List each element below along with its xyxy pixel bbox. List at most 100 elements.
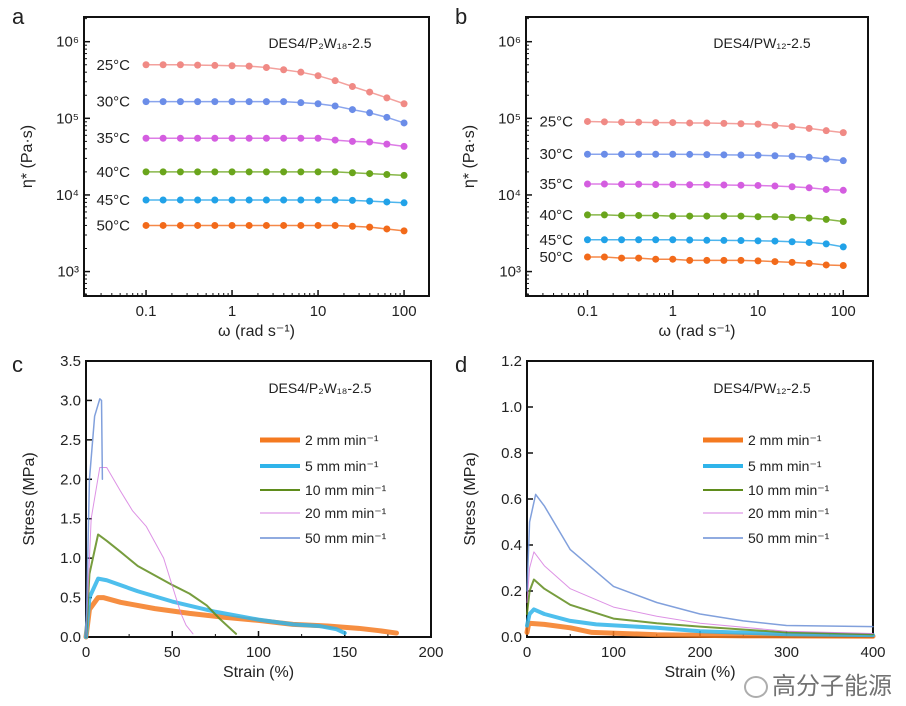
data-point <box>366 223 374 231</box>
series-45-C: 45°C <box>96 192 408 209</box>
data-point <box>618 118 626 126</box>
series-line <box>146 64 405 105</box>
series-line <box>85 533 238 638</box>
y-axis-label: Stress (MPa) <box>21 452 38 545</box>
data-point <box>297 134 305 142</box>
series-line <box>587 183 844 192</box>
x-tick-label: 100 <box>831 303 856 320</box>
legend-label: 5 mm min⁻¹ <box>305 458 379 474</box>
data-point <box>400 227 408 235</box>
data-point <box>754 151 762 159</box>
data-point <box>754 237 762 245</box>
y-tick-label: 0.6 <box>501 491 522 508</box>
data-point <box>400 142 408 150</box>
data-point <box>805 238 813 246</box>
data-point <box>176 221 184 229</box>
watermark: 高分子能源 <box>772 672 892 700</box>
series-line <box>587 153 844 162</box>
legend-label: 20 mm min⁻¹ <box>748 505 830 521</box>
data-point <box>703 181 711 189</box>
data-point <box>348 106 356 114</box>
data-point <box>383 94 391 102</box>
data-point <box>331 136 339 144</box>
data-point <box>805 184 813 192</box>
data-point <box>822 215 830 223</box>
data-point <box>737 120 745 128</box>
panel-letter: c <box>12 352 23 377</box>
data-point <box>245 98 253 106</box>
data-point <box>211 98 219 106</box>
data-point <box>228 98 236 106</box>
data-point <box>383 225 391 233</box>
data-point <box>366 138 374 146</box>
data-point <box>280 98 288 106</box>
data-point <box>703 212 711 220</box>
x-tick-label: 200 <box>687 644 712 661</box>
data-point <box>142 134 150 142</box>
data-point <box>194 196 202 204</box>
y-tick-label: 2.5 <box>60 432 81 449</box>
series-20-mm-min-: 20 mm min⁻¹ <box>85 466 387 638</box>
data-point <box>228 168 236 176</box>
data-point <box>771 237 779 245</box>
data-point <box>159 168 167 176</box>
data-point <box>822 155 830 163</box>
data-point <box>331 102 339 110</box>
legend-label: 5 mm min⁻¹ <box>748 458 822 474</box>
data-point <box>211 168 219 176</box>
data-point <box>669 150 677 158</box>
plot-frame <box>525 16 869 297</box>
data-point <box>669 180 677 188</box>
data-point <box>669 212 677 220</box>
data-point <box>194 98 202 106</box>
x-tick-label: 200 <box>418 644 443 661</box>
data-point <box>686 212 694 220</box>
data-point <box>686 181 694 189</box>
data-point <box>788 213 796 221</box>
data-point <box>703 236 711 244</box>
data-point <box>737 212 745 220</box>
data-point <box>771 213 779 221</box>
data-point <box>635 118 643 126</box>
y-tick-label: 10³ <box>57 264 79 281</box>
data-point <box>720 181 728 189</box>
series-5-mm-min-: 5 mm min⁻¹ <box>84 458 379 639</box>
data-point <box>686 236 694 244</box>
data-point <box>194 168 202 176</box>
data-point <box>822 127 830 135</box>
series-2-mm-min-: 2 mm min⁻¹ <box>524 432 876 639</box>
data-point <box>176 98 184 106</box>
x-axis-label: Strain (%) <box>664 664 735 681</box>
data-point <box>652 119 660 127</box>
data-point <box>211 221 219 229</box>
data-point <box>176 196 184 204</box>
data-point <box>839 186 847 194</box>
data-point <box>635 254 643 262</box>
series-line <box>146 224 405 232</box>
data-point <box>720 256 728 264</box>
data-point <box>142 61 150 69</box>
data-point <box>771 121 779 129</box>
series-2-mm-min-: 2 mm min⁻¹ <box>83 432 399 640</box>
data-point <box>383 198 391 206</box>
y-tick-label: 0.0 <box>501 629 522 646</box>
data-point <box>754 120 762 128</box>
y-axis-label: Stress (MPa) <box>462 452 479 545</box>
data-point <box>652 150 660 158</box>
sample-annotation: DES4/P₂W₁₈-2.5 <box>268 35 371 51</box>
data-point <box>331 221 339 229</box>
data-point <box>805 259 813 267</box>
data-point <box>822 261 830 269</box>
series-line <box>83 595 399 640</box>
data-point <box>280 134 288 142</box>
series-line <box>526 493 874 628</box>
data-point <box>245 196 253 204</box>
y-tick-label: 3.5 <box>60 353 81 370</box>
data-point <box>618 211 626 219</box>
data-point <box>245 221 253 229</box>
data-point <box>400 171 408 179</box>
series-label: 45°C <box>96 192 130 209</box>
data-point <box>176 134 184 142</box>
data-point <box>228 134 236 142</box>
